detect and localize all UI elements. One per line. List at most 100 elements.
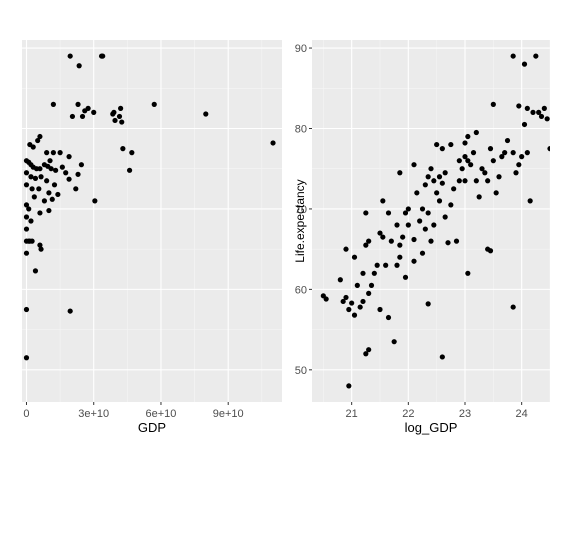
data-point (456, 178, 462, 184)
panel-log-gdp-points (320, 53, 550, 389)
data-point (31, 194, 37, 200)
data-point (67, 53, 73, 59)
data-point (23, 226, 30, 232)
data-point (385, 314, 392, 321)
data-point (50, 101, 56, 107)
x-tick-label: 22 (402, 408, 414, 420)
data-point (35, 137, 41, 144)
data-point (44, 178, 50, 184)
data-point (490, 158, 496, 164)
data-point (436, 198, 443, 204)
data-point (451, 186, 457, 192)
data-point (473, 178, 479, 184)
data-point (29, 238, 35, 244)
data-point (91, 109, 97, 115)
data-point (203, 111, 209, 117)
data-point (397, 254, 403, 260)
data-point (502, 150, 508, 156)
data-point (419, 250, 426, 256)
data-point (493, 190, 499, 196)
data-point (82, 108, 88, 114)
data-point (510, 150, 516, 156)
data-point (521, 121, 528, 128)
data-point (346, 383, 352, 389)
data-point (23, 182, 30, 188)
data-point (385, 210, 392, 216)
data-point (41, 198, 48, 204)
data-point (513, 170, 519, 176)
data-point (470, 150, 477, 156)
data-point (496, 174, 502, 180)
data-point (366, 347, 372, 353)
data-point (436, 174, 443, 180)
data-point (510, 53, 516, 59)
data-point (516, 103, 522, 109)
data-point (394, 222, 400, 228)
data-point (510, 304, 516, 310)
panel-log-gdp-grid (312, 40, 550, 402)
data-point (270, 140, 276, 146)
panel-gdp: 0 3e+10 6e+10 9e+10 GDP (22, 40, 282, 435)
panel-gdp-x-ticks: 0 3e+10 6e+10 9e+10 (23, 402, 244, 420)
data-point (343, 246, 349, 252)
data-point (434, 141, 440, 148)
data-point (428, 166, 434, 172)
data-point (119, 119, 125, 125)
data-point (383, 262, 389, 268)
data-point (516, 162, 522, 168)
data-point (380, 198, 386, 204)
data-point (487, 248, 494, 254)
data-point (360, 270, 366, 276)
data-point (462, 178, 468, 184)
data-point (411, 258, 417, 264)
data-point (63, 170, 69, 176)
data-point (533, 53, 539, 59)
data-point (112, 117, 118, 124)
data-point (360, 298, 366, 305)
panel-log-gdp: 21 22 23 24 50 60 70 80 90 log_GDP Life.expecta… (293, 40, 550, 435)
data-point (351, 254, 358, 260)
data-point (377, 306, 383, 313)
data-point (476, 194, 482, 200)
data-point (110, 111, 116, 117)
y-tick-label: 60 (295, 284, 307, 296)
data-point (479, 166, 485, 172)
data-point (425, 301, 431, 307)
data-point (439, 180, 445, 186)
data-point (388, 238, 394, 244)
data-point (79, 113, 86, 120)
data-point (126, 167, 133, 173)
data-point (78, 162, 84, 168)
data-point (47, 158, 53, 164)
x-tick-label: 3e+10 (78, 408, 109, 420)
data-point (343, 294, 349, 301)
data-point (55, 191, 61, 198)
y-tick-label: 70 (295, 204, 307, 216)
data-point (448, 141, 454, 148)
data-point (349, 300, 355, 306)
data-point (442, 170, 448, 176)
panel-log-gdp-x-axis-title: log_GDP (405, 420, 458, 435)
data-point (23, 170, 30, 176)
data-point (419, 206, 426, 212)
data-point (527, 198, 533, 204)
panel-log-gdp-background (312, 40, 550, 402)
data-point (337, 277, 343, 283)
x-tick-label: 23 (459, 408, 471, 420)
data-point (75, 101, 81, 107)
data-point (422, 182, 428, 188)
data-point (422, 226, 428, 232)
data-point (462, 154, 468, 160)
data-point (431, 222, 437, 228)
panel-gdp-x-axis-title: GDP (138, 420, 166, 435)
data-point (405, 206, 411, 212)
data-point (468, 162, 474, 168)
data-point (544, 116, 550, 122)
data-point (499, 154, 505, 160)
data-point (37, 210, 43, 216)
data-point (439, 354, 445, 360)
data-point (59, 164, 65, 170)
data-point (442, 214, 448, 220)
data-point (66, 154, 72, 160)
